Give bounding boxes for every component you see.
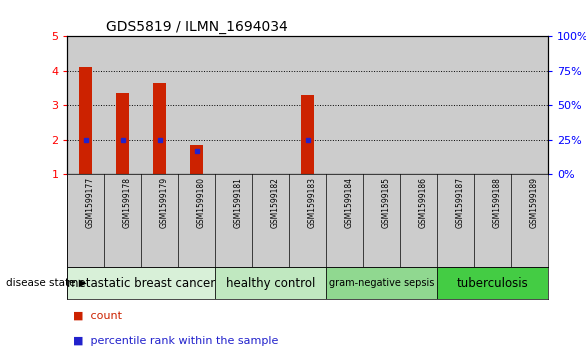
Text: GDS5819 / ILMN_1694034: GDS5819 / ILMN_1694034 xyxy=(106,20,288,34)
Bar xyxy=(400,36,437,174)
Bar xyxy=(190,145,203,174)
Text: ■  percentile rank within the sample: ■ percentile rank within the sample xyxy=(73,336,278,346)
Text: healthy control: healthy control xyxy=(226,277,315,290)
Text: GSM1599181: GSM1599181 xyxy=(234,177,243,228)
Bar xyxy=(326,36,363,174)
Bar xyxy=(117,93,130,174)
Bar xyxy=(474,36,511,174)
Text: gram-negative sepsis: gram-negative sepsis xyxy=(329,278,434,288)
Bar xyxy=(67,267,215,299)
Text: GSM1599179: GSM1599179 xyxy=(160,177,169,228)
Text: GSM1599189: GSM1599189 xyxy=(529,177,539,228)
Text: tuberculosis: tuberculosis xyxy=(456,277,529,290)
Bar xyxy=(178,36,215,174)
Text: GSM1599187: GSM1599187 xyxy=(455,177,465,228)
Text: GSM1599177: GSM1599177 xyxy=(86,177,95,228)
Bar xyxy=(252,36,289,174)
Text: GSM1599185: GSM1599185 xyxy=(381,177,391,228)
Text: ■  count: ■ count xyxy=(73,310,122,321)
Text: GSM1599188: GSM1599188 xyxy=(492,177,502,228)
Bar xyxy=(80,68,93,174)
Text: GSM1599186: GSM1599186 xyxy=(418,177,428,228)
Bar xyxy=(154,83,166,174)
Bar xyxy=(326,267,437,299)
Bar xyxy=(511,36,548,174)
Text: GSM1599184: GSM1599184 xyxy=(345,177,353,228)
Bar xyxy=(437,267,548,299)
Text: metastatic breast cancer: metastatic breast cancer xyxy=(67,277,216,290)
Text: GSM1599183: GSM1599183 xyxy=(308,177,316,228)
Bar xyxy=(289,36,326,174)
Bar xyxy=(363,36,400,174)
Bar xyxy=(215,267,326,299)
Bar xyxy=(141,36,178,174)
Text: GSM1599178: GSM1599178 xyxy=(123,177,132,228)
Bar xyxy=(437,36,474,174)
Bar xyxy=(67,36,104,174)
Text: GSM1599180: GSM1599180 xyxy=(197,177,206,228)
Bar xyxy=(104,36,141,174)
Bar xyxy=(301,95,314,174)
Text: disease state ▶: disease state ▶ xyxy=(6,278,87,288)
Text: GSM1599182: GSM1599182 xyxy=(271,177,280,228)
Bar xyxy=(215,36,252,174)
